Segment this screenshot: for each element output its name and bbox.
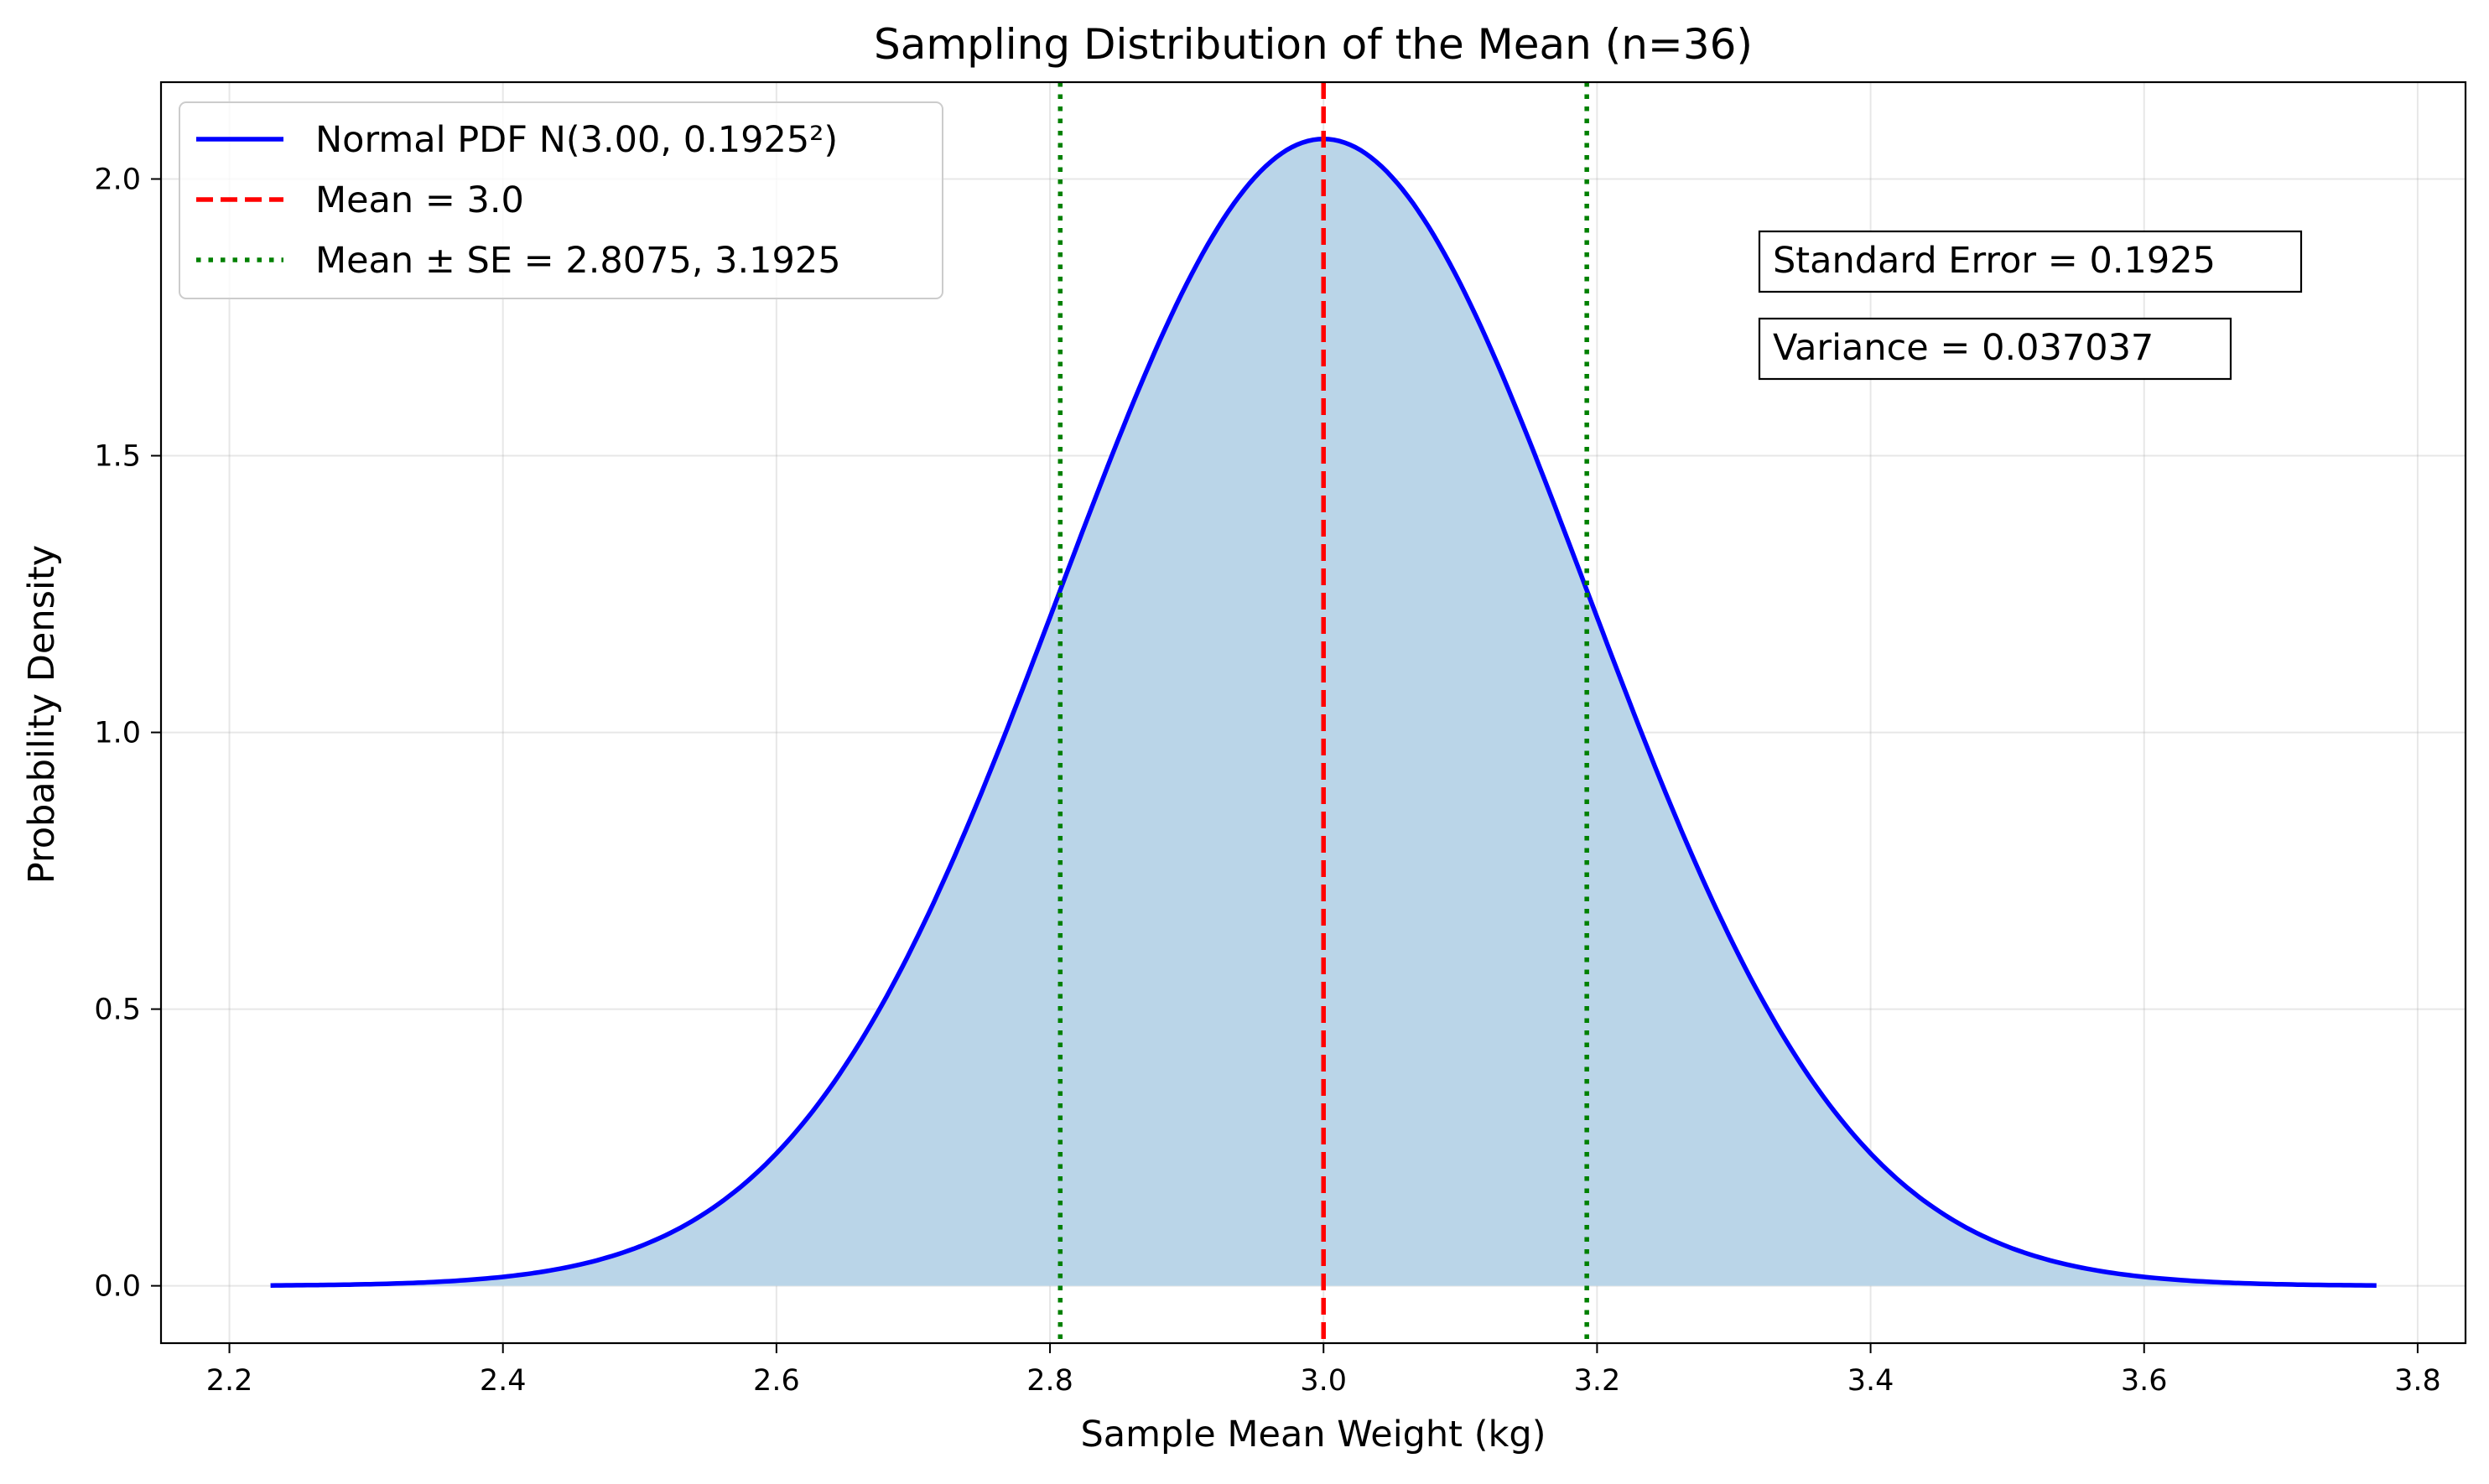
y-tick-label: 1.5 <box>94 440 141 474</box>
legend-box <box>179 101 943 299</box>
axes-frame <box>159 80 2467 1345</box>
y-tick-label: 0.0 <box>94 1270 141 1304</box>
pdf-fill-area <box>270 138 2377 1286</box>
y-tick-label: 2.0 <box>94 163 141 197</box>
x-tick-label: 3.8 <box>2394 1364 2441 1398</box>
annotation-text: Variance = 0.037037 <box>1773 327 2154 369</box>
plot-area <box>270 82 2377 1343</box>
y-tick-label: 1.0 <box>94 717 141 750</box>
annotation-box <box>1758 317 2232 381</box>
x-tick-label: 3.0 <box>1300 1364 1347 1398</box>
y-axis-label: Probability Density <box>21 545 63 884</box>
x-tick-label: 2.2 <box>206 1364 253 1398</box>
standard-error-annotation: Standard Error = 0.1925 <box>1758 230 2303 293</box>
variance-annotation: Variance = 0.037037 <box>1758 317 2232 381</box>
x-tick-label: 2.8 <box>1026 1364 1073 1398</box>
legend-label-mean: Mean = 3.0 <box>315 179 524 221</box>
y-tick-label: 0.5 <box>94 994 141 1027</box>
legend: Normal PDF N(3.00, 0.1925²) Mean = 3.0 M… <box>179 101 943 299</box>
annotation-text: Standard Error = 0.1925 <box>1773 240 2216 282</box>
x-tick-label: 2.4 <box>480 1364 527 1398</box>
legend-label-pdf: Normal PDF N(3.00, 0.1925²) <box>315 119 838 161</box>
x-tick-label: 3.6 <box>2121 1364 2168 1398</box>
annotation-box <box>1758 230 2303 293</box>
x-tick-label: 3.4 <box>1847 1364 1894 1398</box>
x-axis-label: Sample Mean Weight (kg) <box>1081 1414 1546 1455</box>
ticks: 2.2 2.4 2.6 2.8 3.0 3.2 3.4 3.6 3.8 0.0 0.5 1.0 1.5 2… <box>94 163 2440 1398</box>
legend-label-se: Mean ± SE = 2.8075, 3.1925 <box>315 240 841 282</box>
x-tick-label: 3.2 <box>1574 1364 1621 1398</box>
x-tick-label: 2.6 <box>753 1364 800 1398</box>
chart-title: Sampling Distribution of the Mean (n=36) <box>874 20 1753 69</box>
